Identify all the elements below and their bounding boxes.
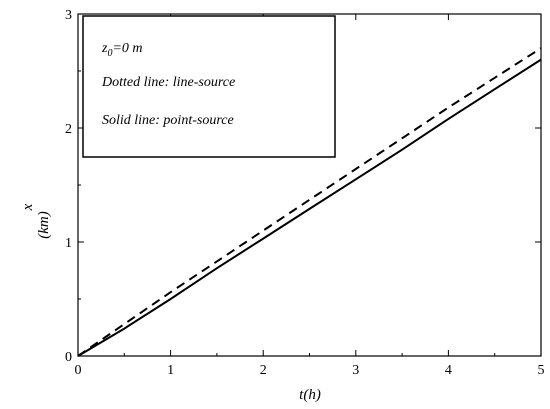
legend-z0-rest: =0 m: [112, 41, 142, 56]
series-layer: [77, 47, 542, 357]
y-tick-label-3: 3: [65, 8, 72, 23]
x-tick-label-2: 2: [260, 363, 267, 378]
x-tick-label-3: 3: [352, 363, 359, 378]
x-tick-label-0: 0: [75, 363, 82, 378]
legend-dotted: Dotted line: line-source: [101, 75, 235, 90]
x-axis-label: t(h): [299, 387, 321, 403]
legend-frame: [82, 15, 336, 158]
y-tick-label-1: 1: [65, 236, 72, 251]
legend-z0-sub: 0: [107, 48, 112, 59]
legend-box: z0=0 m Dotted line: line-source Solid li…: [82, 15, 336, 158]
x-tick-label-4: 4: [445, 363, 452, 378]
solid-series-line: [77, 58, 542, 357]
y-axis-label-var: x: [20, 203, 36, 211]
x-tick-label-1: 1: [167, 363, 174, 378]
legend-solid: Solid line: point-source: [102, 113, 234, 128]
y-tick-label-2: 2: [65, 122, 72, 137]
dashed-series-line: [77, 47, 542, 357]
y-tick-label-0: 0: [65, 350, 72, 365]
y-axis-label-unit: (km): [36, 211, 52, 238]
legend-z0-var: z: [101, 41, 108, 56]
x-tick-label-5: 5: [538, 363, 545, 378]
legend-z0: z0=0 m: [101, 41, 143, 59]
